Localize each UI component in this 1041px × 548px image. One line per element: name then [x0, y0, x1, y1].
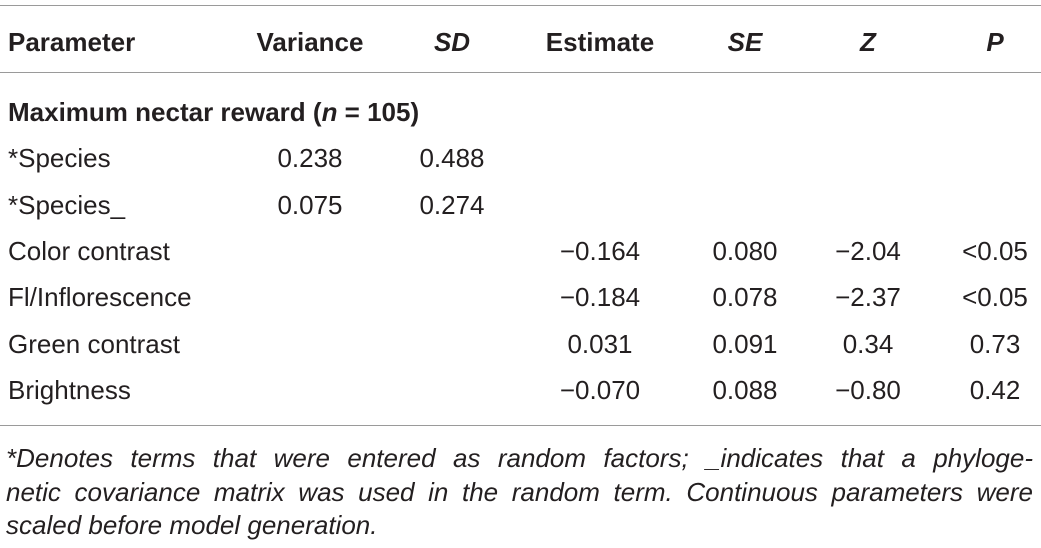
- row-label: Fl/Inflorescence: [8, 282, 192, 312]
- footnote-line: scaled before model generation.: [6, 510, 378, 540]
- row-label: Green contrast: [8, 329, 180, 359]
- row-label: *Species_: [8, 190, 126, 220]
- data-cell: 0.075: [277, 190, 343, 220]
- row-label: Color contrast: [8, 236, 170, 266]
- footnote-line: netic covariance matrix was used in the …: [6, 477, 1033, 507]
- data-cell: 0.091: [712, 329, 778, 359]
- data-cell: 0.238: [277, 143, 343, 173]
- data-cell: 0.274: [419, 190, 485, 220]
- header-cell: SD: [433, 27, 471, 57]
- data-cell: 0.088: [712, 375, 778, 405]
- data-cell: −2.04: [835, 236, 901, 266]
- section-heading: Maximum nectar reward (n = 105): [8, 95, 419, 129]
- header-rule: [0, 72, 1041, 73]
- section-text: Maximum nectar reward (: [8, 97, 322, 127]
- data-cell: 0.34: [842, 329, 894, 359]
- header-cell: Estimate: [545, 27, 655, 57]
- data-cell: <0.05: [962, 282, 1028, 312]
- section-italic: n: [321, 97, 338, 127]
- data-cell: −0.164: [559, 236, 641, 266]
- footnote-line: *Denotes terms that were entered as rand…: [6, 443, 1033, 473]
- data-cell: −2.37: [835, 282, 901, 312]
- data-cell: 0.488: [419, 143, 485, 173]
- header-cell: P: [986, 27, 1004, 57]
- data-cell: 0.078: [712, 282, 778, 312]
- row-label: *Species: [8, 143, 111, 173]
- header-cell: Parameter: [8, 27, 136, 57]
- data-cell: 0.080: [712, 236, 778, 266]
- data-cell: 0.73: [969, 329, 1021, 359]
- data-cell: 0.031: [567, 329, 633, 359]
- top-rule: [0, 5, 1041, 6]
- header-cell: Variance: [256, 27, 364, 57]
- data-cell: 0.42: [969, 375, 1021, 405]
- data-cell: −0.184: [559, 282, 641, 312]
- row-label: Brightness: [8, 375, 131, 405]
- header-cell: SE: [727, 27, 763, 57]
- section-text: = 105): [337, 97, 420, 127]
- data-cell: −0.80: [835, 375, 901, 405]
- bottom-rule: [0, 425, 1041, 426]
- data-cell: <0.05: [962, 236, 1028, 266]
- header-cell: Z: [860, 27, 876, 57]
- data-cell: −0.070: [559, 375, 641, 405]
